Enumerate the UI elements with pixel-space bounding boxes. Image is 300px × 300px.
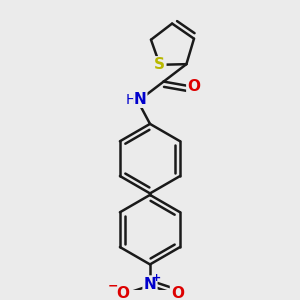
Text: O: O: [171, 286, 184, 300]
Text: S: S: [154, 57, 165, 72]
Text: N: N: [144, 277, 156, 292]
Text: O: O: [187, 79, 200, 94]
Text: N: N: [134, 92, 147, 107]
Text: −: −: [108, 280, 118, 293]
Text: H: H: [125, 93, 136, 107]
Text: O: O: [116, 286, 129, 300]
Text: +: +: [152, 273, 161, 283]
